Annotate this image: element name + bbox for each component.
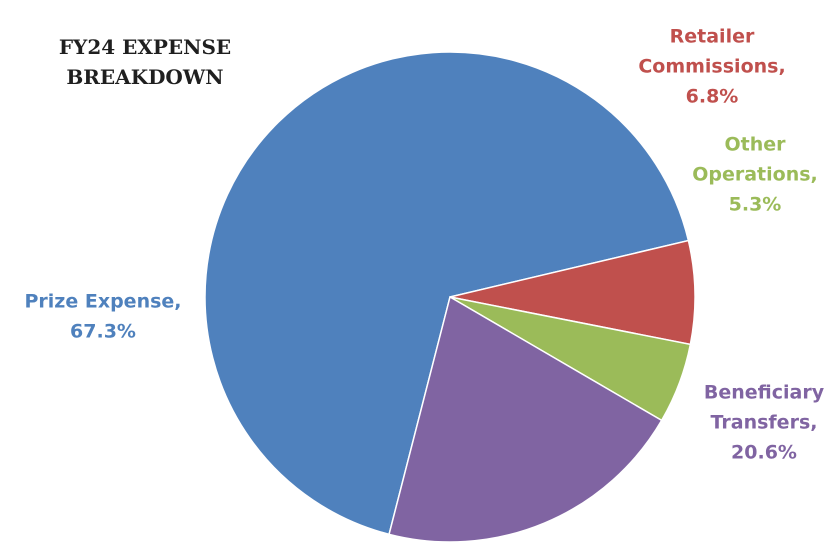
slice-label-beneficiary-transfers-line-2: Transfers,	[711, 412, 818, 434]
pie-slice-beneficiary-transfers	[388, 295, 663, 542]
slice-label-retailer-commissions-line-2: Commissions,	[638, 56, 785, 78]
chart-title-line-1: FY24 EXPENSE	[58, 35, 232, 59]
slice-label-prize-expense-line-2: 67.3%	[70, 321, 136, 343]
slice-label-retailer-commissions-line-1: Retailer	[670, 26, 755, 48]
slice-label-other-operations-line-1: Other	[724, 134, 786, 156]
pie-slice-prize-expense	[204, 51, 690, 536]
pie-slice-retailer-commissions	[449, 239, 696, 346]
slice-label-beneficiary-transfers-line-3: 20.6%	[731, 442, 797, 464]
slice-label-retailer-commissions-line-3: 6.8%	[686, 86, 739, 108]
slice-label-other-operations-line-2: Operations,	[692, 164, 818, 186]
slice-label-other-operations-line-3: 5.3%	[729, 194, 782, 216]
slice-label-prize-expense-line-1: Prize Expense,	[24, 291, 181, 313]
chart-title: FY24 EXPENSE BREAKDOWN	[30, 32, 260, 92]
slice-label-beneficiary-transfers-line-1: Beneficiary	[704, 382, 825, 404]
chart-title-line-2: BREAKDOWN	[66, 65, 224, 89]
